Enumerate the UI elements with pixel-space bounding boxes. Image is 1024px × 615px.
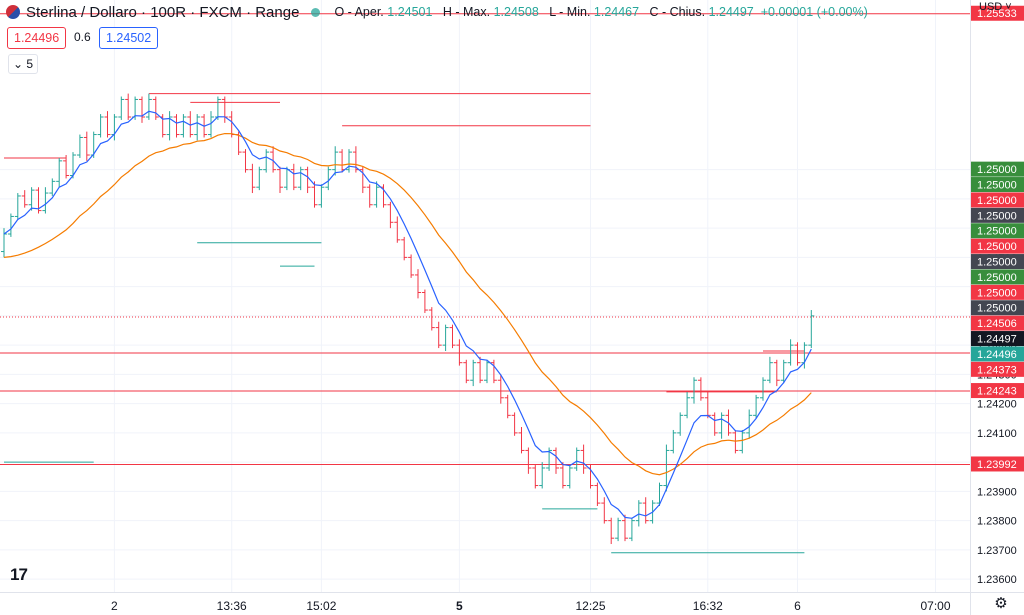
price-label-text: 1.25533 bbox=[977, 8, 1017, 20]
currency-label: USD bbox=[979, 1, 1003, 13]
y-tick-label: 1.23600 bbox=[977, 574, 1017, 586]
x-tick-label: 12:25 bbox=[575, 599, 605, 613]
y-tick-label: 1.23700 bbox=[977, 545, 1017, 557]
price-label-text: 1.24496 bbox=[977, 349, 1017, 361]
x-tick-label: 07:00 bbox=[920, 599, 950, 613]
price-label-text: 1.25000 bbox=[977, 303, 1017, 315]
price-axis-label: 1.24373 bbox=[971, 361, 1024, 377]
currency-selector[interactable]: USD ˅ bbox=[979, 1, 1012, 13]
price-label-bg bbox=[971, 346, 1024, 362]
x-tick-label: 16:32 bbox=[693, 599, 723, 613]
price-label-text: 1.24506 bbox=[977, 318, 1017, 330]
price-axis-label: 1.25000 bbox=[971, 284, 1024, 300]
price-axis-label: 1.24496 bbox=[971, 346, 1024, 362]
price-label-bg bbox=[971, 383, 1024, 399]
price-label-text: 1.25000 bbox=[977, 287, 1017, 299]
x-axis: 2 13:36 15:02 5 12:25 16:32 6 07:00 bbox=[0, 592, 1024, 613]
price-label-bg bbox=[971, 284, 1024, 300]
price-axis-label: 1.25000 bbox=[971, 300, 1024, 316]
price-label-text: 1.25000 bbox=[977, 226, 1017, 238]
gear-icon[interactable]: ⚙ bbox=[994, 595, 1008, 612]
price-axis-label: 1.25000 bbox=[971, 238, 1024, 254]
y-tick-label: 1.23900 bbox=[977, 486, 1017, 498]
price-label-bg bbox=[971, 207, 1024, 223]
y-tick-label: 1.23800 bbox=[977, 516, 1017, 528]
price-label-bg bbox=[971, 456, 1024, 472]
sell-price-button[interactable]: 1.24496 bbox=[7, 27, 67, 49]
price-label-text: 1.24243 bbox=[977, 386, 1017, 398]
price-label-text: 1.25000 bbox=[977, 195, 1017, 207]
chart-header: Sterlina / Dollaro · 100R · FXCM · Range… bbox=[6, 3, 868, 21]
price-label-text: 1.25000 bbox=[977, 257, 1017, 269]
y-tick-label: 1.24100 bbox=[977, 428, 1017, 440]
price-label-bg bbox=[971, 300, 1024, 316]
price-label-bg bbox=[971, 361, 1024, 377]
tradingview-logo-icon[interactable]: 17 bbox=[10, 565, 28, 584]
price-label-bg bbox=[971, 331, 1024, 347]
price-axis-label: 1.25000 bbox=[971, 192, 1024, 208]
price-axis-label: 1.23992 bbox=[971, 456, 1024, 472]
price-label-text: 1.23992 bbox=[977, 459, 1017, 471]
chevron-down-icon: ˅ bbox=[1005, 1, 1012, 13]
x-tick-label: 15:02 bbox=[306, 599, 336, 613]
price-label-text: 1.25000 bbox=[977, 241, 1017, 253]
price-label-text: 1.25000 bbox=[977, 180, 1017, 192]
market-status-icon bbox=[311, 7, 321, 17]
grid-lines bbox=[0, 0, 970, 592]
price-axis[interactable]: 1.249001.248001.247001.244001.243001.242… bbox=[970, 0, 1024, 615]
x-tick-label: 5 bbox=[456, 599, 463, 613]
price-label-text: 1.25000 bbox=[977, 210, 1017, 222]
buy-price-button[interactable]: 1.24502 bbox=[99, 27, 159, 49]
fast-moving-average-line bbox=[3, 110, 812, 519]
y-tick-label: 1.24200 bbox=[977, 399, 1017, 411]
price-axis-label: 1.25000 bbox=[971, 269, 1024, 285]
interval-selector[interactable]: ⌄ 5 bbox=[8, 54, 39, 74]
price-axis-label: 1.25533 bbox=[971, 5, 1024, 21]
price-label-bg bbox=[971, 269, 1024, 285]
price-label-text: 1.25000 bbox=[977, 164, 1017, 176]
price-axis-label: 1.25000 bbox=[971, 177, 1024, 193]
price-label-text: 1.25000 bbox=[977, 272, 1017, 284]
x-tick-label: 13:36 bbox=[217, 599, 247, 613]
price-label-bg bbox=[971, 238, 1024, 254]
x-tick-label: 2 bbox=[111, 599, 118, 613]
price-label-bg bbox=[971, 5, 1024, 21]
ohlc-bars bbox=[1, 93, 815, 545]
moving-averages bbox=[3, 110, 812, 519]
price-label-bg bbox=[971, 161, 1024, 177]
price-label-text: 1.24373 bbox=[977, 364, 1017, 376]
price-axis-label: 1.24243 bbox=[971, 383, 1024, 399]
price-axis-label: 1.25000 bbox=[971, 207, 1024, 223]
x-tick-label: 6 bbox=[794, 599, 801, 613]
price-axis-label: 1.25000 bbox=[971, 254, 1024, 270]
price-label-bg bbox=[971, 192, 1024, 208]
price-label-text: 1.24497 bbox=[977, 334, 1017, 346]
price-axis-label: 1.25000 bbox=[971, 223, 1024, 239]
price-label-bg bbox=[971, 177, 1024, 193]
spread-value: 0.6 bbox=[74, 30, 91, 44]
price-label-bg bbox=[971, 254, 1024, 270]
symbol-title[interactable]: Sterlina / Dollaro · 100R · FXCM · Range bbox=[26, 3, 300, 21]
chevron-down-icon: ⌄ bbox=[13, 57, 24, 71]
price-label-bg bbox=[971, 223, 1024, 239]
price-axis-label: 1.24506 bbox=[971, 315, 1024, 331]
level-lines bbox=[0, 13, 970, 554]
interval-value: 5 bbox=[26, 57, 34, 71]
price-axis-label: 1.25000 bbox=[971, 161, 1024, 177]
ohlc-readout: O - Aper. 1.24501 H - Max. 1.24508 L - M… bbox=[334, 5, 868, 19]
price-axis-label: 1.24497 bbox=[971, 331, 1024, 347]
symbol-flag-icon bbox=[6, 5, 20, 19]
price-label-bg bbox=[971, 315, 1024, 331]
slow-moving-average-line bbox=[3, 132, 812, 476]
